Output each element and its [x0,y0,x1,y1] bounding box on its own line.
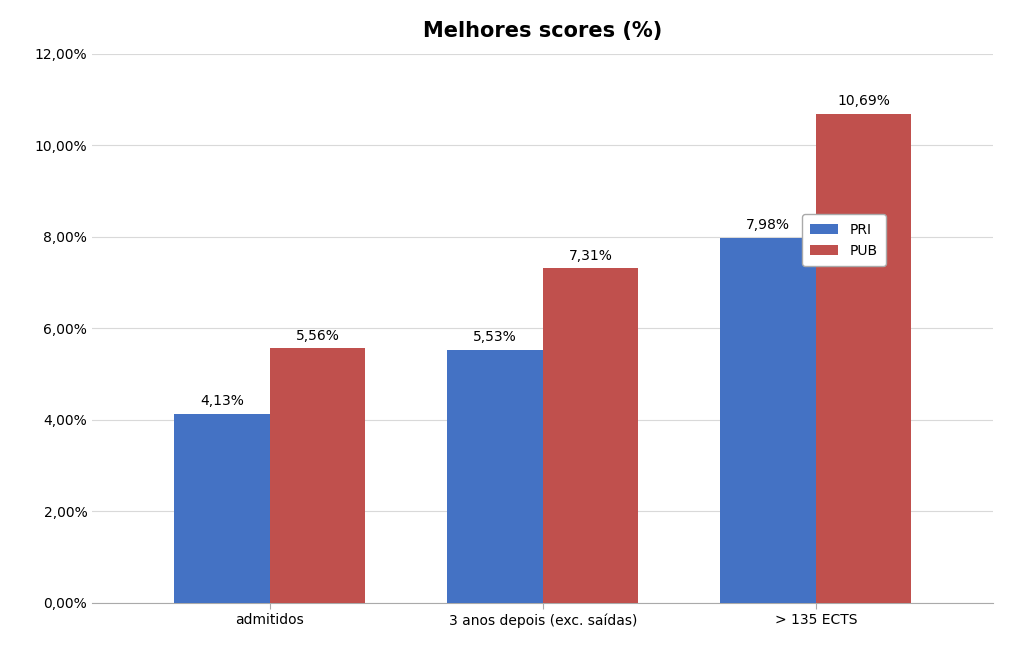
Bar [720,238,816,603]
Text: 5,56%: 5,56% [296,329,339,343]
Text: 4,13%: 4,13% [200,395,244,409]
Bar [543,268,638,603]
Legend: PRI, PUB: PRI, PUB [802,214,886,266]
Bar [269,348,366,603]
Title: Melhores scores (%): Melhores scores (%) [423,21,663,41]
Text: 5,53%: 5,53% [473,330,517,344]
Bar [447,350,543,603]
Text: 7,98%: 7,98% [746,218,790,232]
Bar [174,414,269,603]
Text: 10,69%: 10,69% [838,94,890,108]
Bar [816,114,911,603]
Text: 7,31%: 7,31% [568,249,612,263]
